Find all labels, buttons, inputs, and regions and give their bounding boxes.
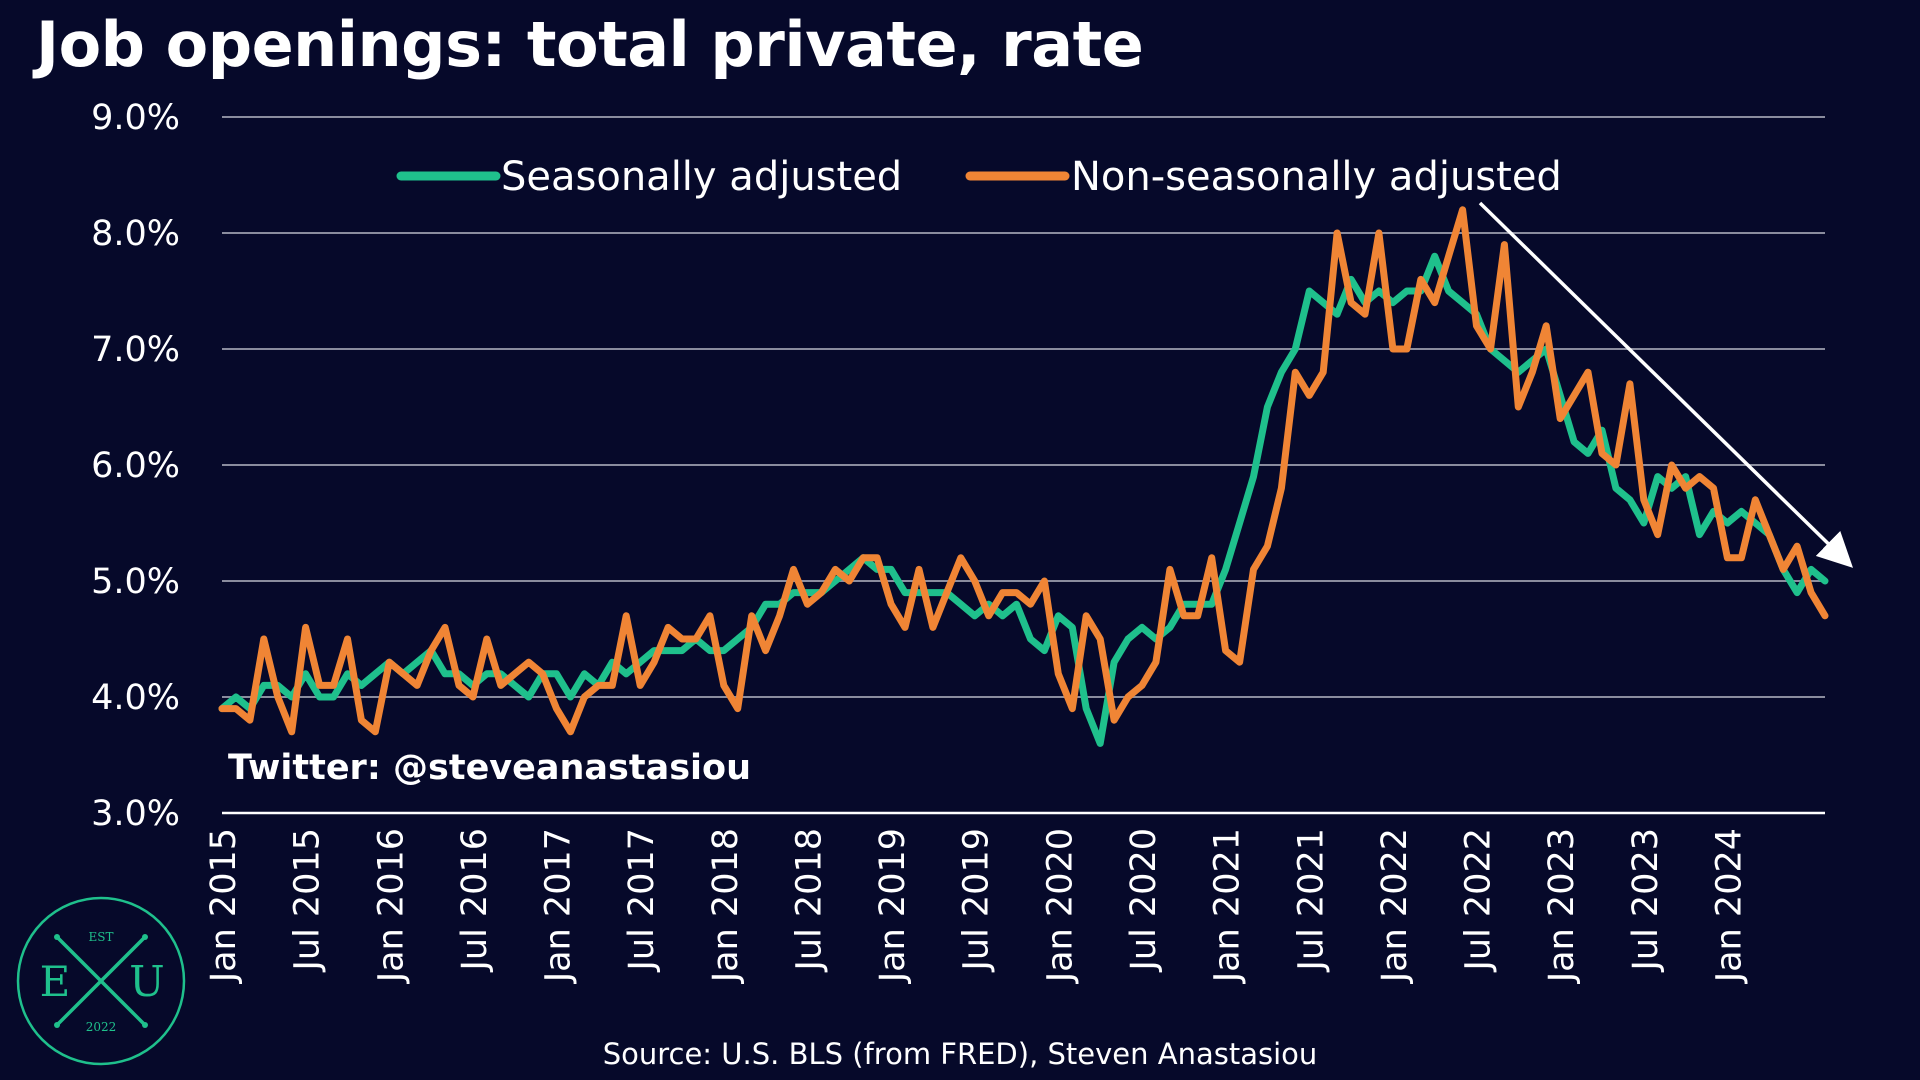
logo-letter-u: U <box>129 957 164 1006</box>
logo-year: 2022 <box>86 1020 117 1034</box>
x-tick-label: Jan 2021 <box>1208 828 1248 984</box>
logo-cross-stroke-2 <box>55 935 147 1027</box>
x-tick-label: Jul 2017 <box>622 828 662 972</box>
logo: EST E U 2022 <box>16 896 186 1066</box>
y-tick-label: 8.0% <box>91 214 180 254</box>
x-tick-label: Jul 2019 <box>957 828 997 972</box>
x-tick-label: Jul 2021 <box>1291 828 1331 972</box>
x-tick-label: Jul 2016 <box>455 828 495 972</box>
gridlines <box>222 116 1825 815</box>
x-tick-label: Jan 2020 <box>1040 828 1080 984</box>
y-tick-label: 5.0% <box>91 562 180 602</box>
x-tick-label: Jul 2023 <box>1626 828 1666 972</box>
series-lines <box>218 206 1829 747</box>
legend-label-seasonal: Seasonally adjusted <box>501 154 902 200</box>
series-line-nonseasonal <box>218 206 1829 736</box>
x-tick-label: Jan 2024 <box>1709 828 1749 984</box>
legend: Seasonally adjusted Non-seasonally adjus… <box>396 154 1562 200</box>
legend-label-nonseasonal: Non-seasonally adjusted <box>1071 154 1562 200</box>
x-tick-label: Jan 2022 <box>1375 828 1415 984</box>
x-tick-label: Jul 2018 <box>789 828 829 972</box>
x-tick-label: Jul 2022 <box>1459 828 1499 972</box>
y-tick-label: 4.0% <box>91 678 180 718</box>
y-tick-label: 9.0% <box>91 98 180 138</box>
twitter-handle: Twitter: @steveanastasiou <box>228 748 751 788</box>
y-tick-label: 7.0% <box>91 330 180 370</box>
logo-est: EST <box>89 930 114 944</box>
trend-arrow <box>1478 201 1854 568</box>
logo-letter-e: E <box>40 957 71 1006</box>
x-tick-label: Jan 2018 <box>706 828 746 984</box>
source-note: Source: U.S. BLS (from FRED), Steven Ana… <box>602 1037 1318 1071</box>
y-axis-ticks: 3.0% 4.0% 5.0% 6.0% 7.0% 8.0% 9.0% <box>91 98 180 834</box>
x-axis-ticks: Jan 2015 Jul 2015 Jan 2016 Jul 2016 Jan 2017… <box>204 828 1749 984</box>
series-line-seasonal <box>218 252 1829 747</box>
y-tick-label: 3.0% <box>91 794 180 834</box>
x-tick-label: Jan 2016 <box>371 828 411 984</box>
x-tick-label: Jan 2023 <box>1542 828 1582 984</box>
chart-title: Job openings: total private, rate <box>36 8 1144 81</box>
x-tick-label: Jan 2015 <box>204 828 244 984</box>
y-tick-label: 6.0% <box>91 446 180 486</box>
x-tick-label: Jan 2019 <box>873 828 913 984</box>
x-tick-label: Jan 2017 <box>539 828 579 984</box>
logo-ring <box>16 896 186 1066</box>
x-tick-label: Jul 2015 <box>288 828 328 972</box>
x-tick-label: Jul 2020 <box>1124 828 1164 972</box>
